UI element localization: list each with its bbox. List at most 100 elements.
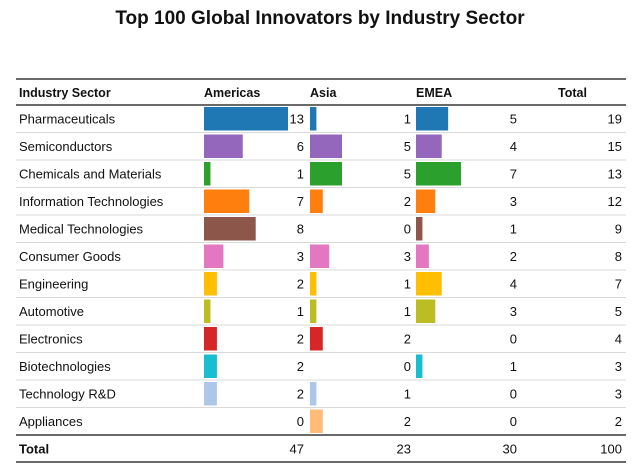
emea-value: 1 — [510, 222, 517, 237]
total-value: 19 — [608, 112, 622, 127]
total-value: 2 — [615, 414, 622, 429]
asia-bar — [310, 162, 342, 186]
sector-label: Pharmaceuticals — [19, 112, 116, 127]
header-asia: Asia — [310, 86, 337, 100]
americas-value: 3 — [297, 249, 304, 264]
sector-label: Engineering — [19, 277, 88, 292]
asia-bar — [310, 272, 317, 296]
asia-value: 2 — [404, 332, 411, 347]
americas-bar — [204, 217, 256, 241]
table-row: Pharmaceuticals 13 1 5 19 — [19, 107, 622, 131]
emea-value: 4 — [510, 277, 517, 292]
sector-label: Information Technologies — [19, 194, 164, 209]
sector-label: Electronics — [19, 332, 83, 347]
total-value: 3 — [615, 387, 622, 402]
sector-label: Automotive — [19, 304, 84, 319]
table-row: Electronics 2 2 0 4 — [19, 327, 622, 351]
emea-bar — [416, 134, 442, 158]
header-americas: Americas — [204, 86, 260, 100]
americas-value: 6 — [297, 139, 304, 154]
asia-bar — [310, 189, 323, 213]
americas-value: 1 — [297, 167, 304, 182]
emea-bar — [416, 107, 449, 131]
americas-bar — [204, 107, 288, 131]
americas-value: 2 — [297, 359, 304, 374]
header-total: Total — [558, 86, 587, 100]
total-value: 9 — [615, 222, 622, 237]
asia-value: 2 — [404, 414, 411, 429]
table-row: Automotive 1 1 3 5 — [19, 299, 622, 323]
asia-bar — [310, 409, 323, 433]
americas-bar — [204, 134, 243, 158]
emea-bar — [416, 189, 436, 213]
table-row: Biotechnologies 2 0 1 3 — [19, 354, 622, 378]
asia-bar — [310, 244, 330, 268]
chart-title: Top 100 Global Innovators by Industry Se… — [115, 8, 525, 29]
table-row: Information Technologies 7 2 3 12 — [19, 189, 622, 213]
emea-value: 2 — [510, 249, 517, 264]
sector-label: Biotechnologies — [19, 359, 111, 374]
americas-bar — [204, 354, 217, 378]
asia-value: 5 — [404, 167, 411, 182]
total-row: Total 47 23 30 100 — [19, 442, 622, 457]
asia-value: 3 — [404, 249, 411, 264]
emea-value: 1 — [510, 359, 517, 374]
americas-value: 2 — [297, 387, 304, 402]
americas-bar — [204, 382, 217, 406]
table-row: Technology R&D 2 1 0 3 — [19, 382, 622, 406]
emea-bar — [416, 162, 461, 186]
table-row: Consumer Goods 3 3 2 8 — [19, 244, 622, 268]
asia-value: 5 — [404, 139, 411, 154]
table-row: Medical Technologies 8 0 1 9 — [19, 217, 622, 241]
header-sector: Industry Sector — [19, 86, 111, 100]
total-label: Total — [19, 442, 49, 457]
asia-bar — [310, 382, 317, 406]
table-row: Semiconductors 6 5 4 15 — [19, 134, 622, 158]
total-value: 8 — [615, 249, 622, 264]
emea-value: 0 — [510, 414, 517, 429]
americas-value: 7 — [297, 194, 304, 209]
asia-value: 1 — [404, 304, 411, 319]
americas-value: 0 — [297, 414, 304, 429]
sector-label: Medical Technologies — [19, 222, 144, 237]
sector-label: Appliances — [19, 414, 83, 429]
asia-value: 1 — [404, 387, 411, 402]
emea-bar — [416, 272, 442, 296]
americas-bar — [204, 272, 217, 296]
table-row: Appliances 0 2 0 2 — [19, 409, 622, 433]
asia-total: 23 — [397, 442, 411, 457]
asia-bar — [310, 107, 317, 131]
americas-value: 8 — [297, 222, 304, 237]
table-row: Chemicals and Materials 1 5 7 13 — [19, 162, 622, 186]
grand-total: 100 — [600, 442, 622, 457]
asia-bar — [310, 134, 342, 158]
emea-value: 3 — [510, 194, 517, 209]
total-value: 13 — [608, 167, 622, 182]
emea-bar — [416, 244, 429, 268]
sector-label: Consumer Goods — [19, 249, 121, 264]
asia-value: 0 — [404, 359, 411, 374]
emea-value: 0 — [510, 387, 517, 402]
table-row: Engineering 2 1 4 7 — [19, 272, 622, 296]
americas-bar — [204, 189, 250, 213]
emea-value: 4 — [510, 139, 517, 154]
emea-bar — [416, 217, 423, 241]
sector-label: Chemicals and Materials — [19, 167, 162, 182]
americas-bar — [204, 327, 217, 351]
total-value: 15 — [608, 139, 622, 154]
sector-label: Semiconductors — [19, 139, 113, 154]
americas-bar — [204, 162, 211, 186]
americas-value: 1 — [297, 304, 304, 319]
asia-bar — [310, 327, 323, 351]
total-value: 5 — [615, 304, 622, 319]
emea-total: 30 — [503, 442, 517, 457]
emea-value: 5 — [510, 112, 517, 127]
emea-value: 0 — [510, 332, 517, 347]
asia-bar — [310, 299, 317, 323]
header-emea: EMEA — [416, 86, 452, 100]
total-value: 4 — [615, 332, 622, 347]
emea-value: 7 — [510, 167, 517, 182]
americas-bar — [204, 244, 224, 268]
asia-value: 1 — [404, 112, 411, 127]
